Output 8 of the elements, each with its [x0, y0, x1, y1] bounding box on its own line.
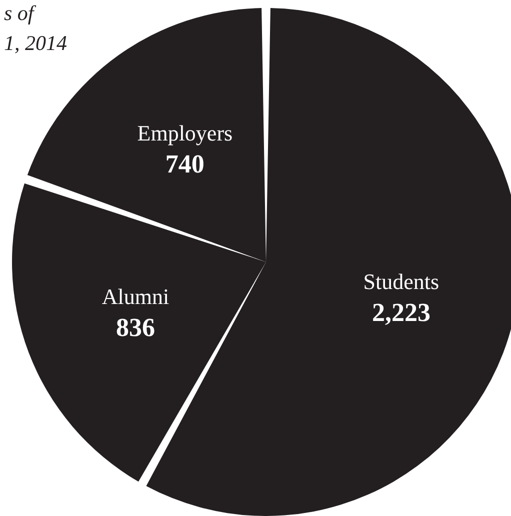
- slice-label: Employers: [137, 120, 233, 146]
- text: s of: [4, 1, 37, 25]
- text: 1, 2014: [4, 31, 68, 55]
- data-label: 836: [116, 312, 155, 342]
- slice-label: Alumni: [102, 284, 170, 309]
- data-label: 740: [165, 149, 204, 178]
- data-label: 2,223: [372, 298, 430, 328]
- slice-label: Students: [363, 269, 440, 294]
